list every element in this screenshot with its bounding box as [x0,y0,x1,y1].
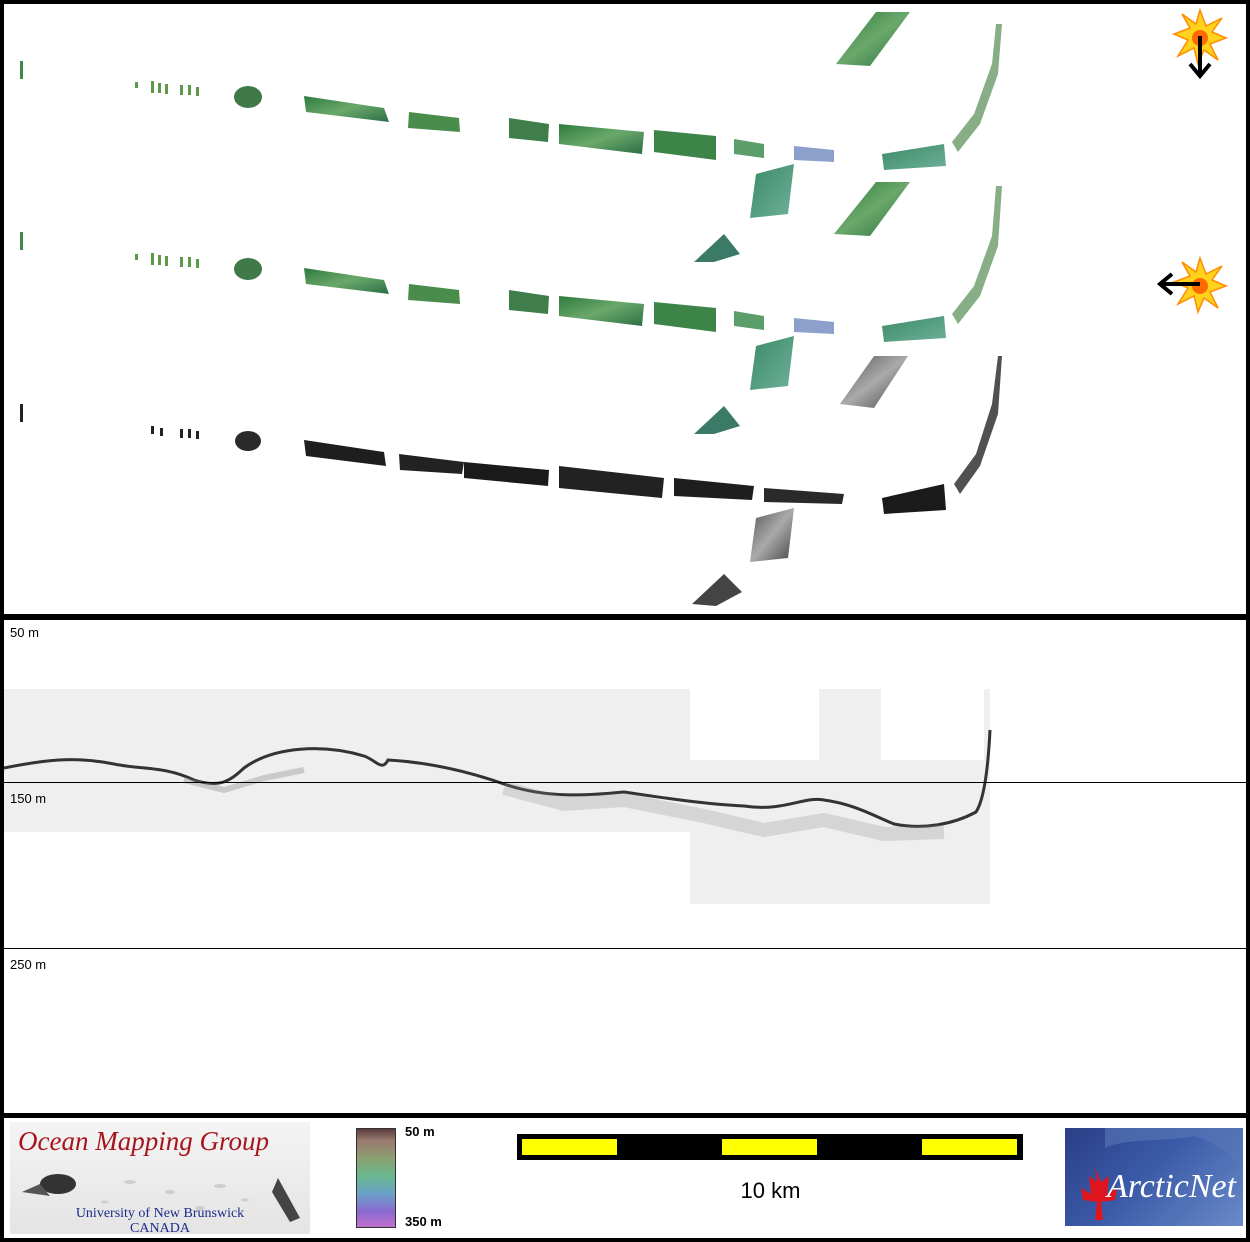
colorbar-max-label: 350 m [405,1214,442,1229]
scale-segment [722,1139,817,1155]
scale-distance-label: 10 km [740,1178,801,1203]
arcticnet-logo[interactable]: ArcticNet [1065,1128,1243,1226]
depth-gridline-250 [4,948,1246,949]
omg-logo-university: University of New Brunswick [75,1206,245,1221]
omg-logo-country: CANADA [130,1221,190,1236]
swath-track-2 [20,186,1002,434]
ocean-mapping-group-logo[interactable]: Ocean Mapping Group University of New Br… [10,1122,310,1236]
depth-profile-panel[interactable]: 50 m 150 m 250 m [4,620,1246,1113]
maple-leaf-icon [1081,1128,1243,1220]
colorbar-min-label: 50 m [405,1124,435,1139]
seafloor-trace [4,729,992,828]
swath-track-3 [20,356,1002,606]
map-view-panel[interactable] [4,4,1246,614]
water-column-profile [4,689,992,904]
swath-track-1 [20,12,1002,262]
depth-label-250: 250 m [10,957,47,972]
legend-footer: Ocean Mapping Group University of New Br… [4,1118,1246,1238]
arrow-left-icon [1156,272,1200,296]
depth-label-150: 150 m [10,791,47,806]
depth-colorbar [356,1128,396,1228]
swath-map [20,7,1229,606]
depth-gridline-150 [4,782,1246,783]
distance-scale-bar [517,1134,1023,1160]
arrow-down-icon [1188,36,1212,80]
omg-logo-title: Ocean Mapping Group [18,1126,269,1156]
scale-segment [522,1139,617,1155]
scale-segment [922,1139,1017,1155]
arcticnet-wordmark: ArcticNet [1107,1168,1237,1205]
omg-logo-illustration [22,1174,300,1222]
depth-label-50: 50 m [10,625,39,640]
